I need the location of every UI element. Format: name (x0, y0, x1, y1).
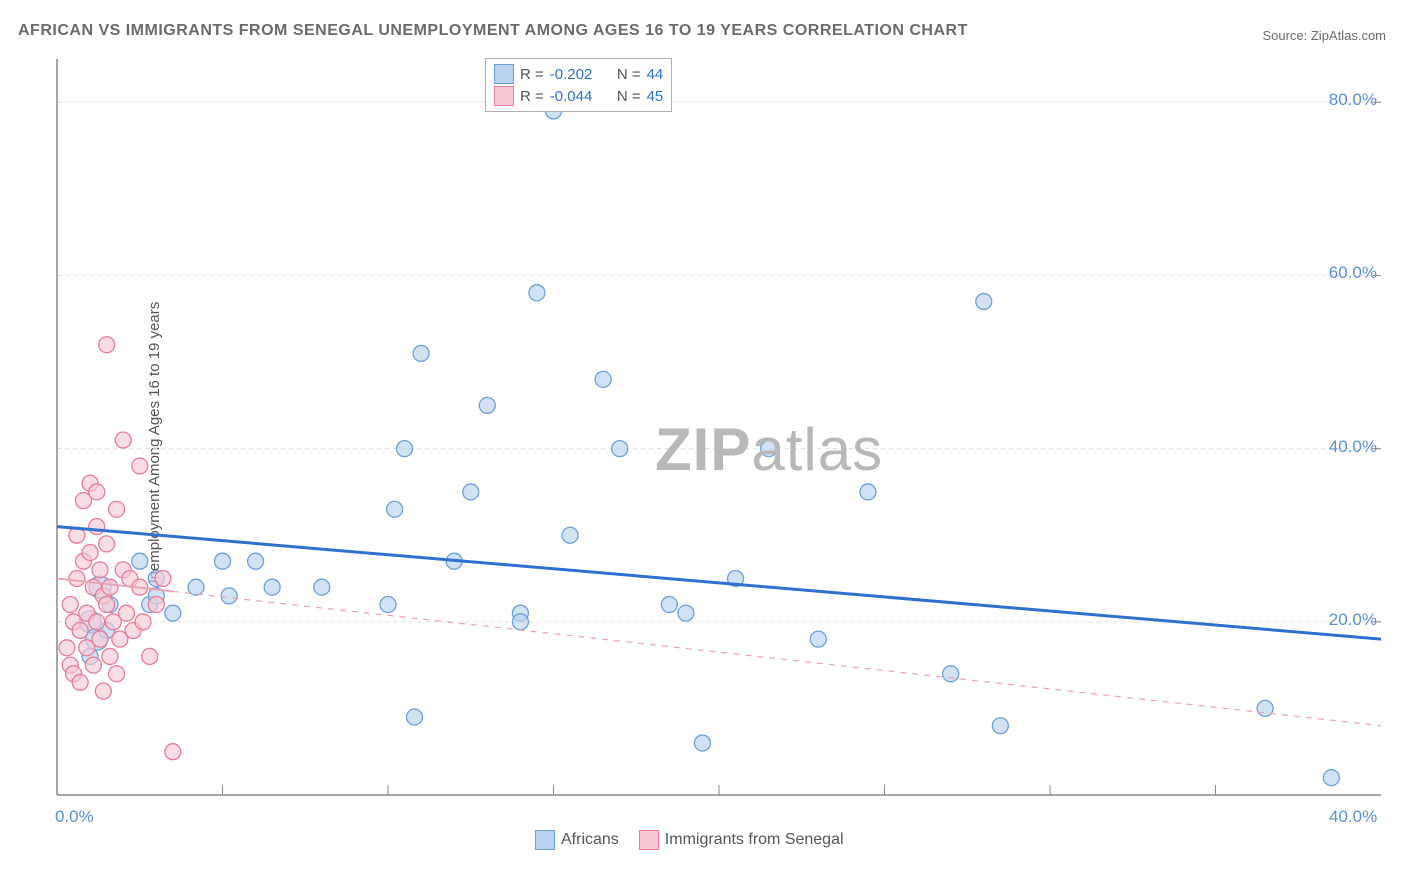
y-tick-label: 40.0% (1329, 437, 1377, 457)
y-tick-label: 60.0% (1329, 263, 1377, 283)
watermark-zip: ZIP (655, 416, 751, 483)
r-label: R = (520, 66, 544, 83)
legend-stat-row: R = -0.202 N = 44 (494, 63, 663, 85)
y-tick-label: 20.0% (1329, 610, 1377, 630)
legend-stats: R = -0.202 N = 44 R = -0.044 N = 45 (485, 58, 672, 112)
n-value: 44 (647, 66, 664, 83)
legend-item: Africans (535, 830, 619, 850)
watermark: ZIPatlas (655, 415, 883, 484)
r-value: -0.044 (550, 88, 593, 105)
x-tick-label: 0.0% (55, 807, 94, 827)
legend-swatch (494, 86, 514, 106)
legend-label: Immigrants from Senegal (665, 831, 844, 848)
x-tick-label: 40.0% (1329, 807, 1377, 827)
y-tick-label: 80.0% (1329, 90, 1377, 110)
legend-stat-row: R = -0.044 N = 45 (494, 85, 663, 107)
legend-swatch (535, 830, 555, 850)
source-label: Source: ZipAtlas.com (1262, 28, 1386, 43)
n-label: N = (617, 88, 641, 105)
legend-series: Africans Immigrants from Senegal (535, 830, 844, 850)
n-label: N = (617, 66, 641, 83)
n-value: 45 (647, 88, 664, 105)
legend-item: Immigrants from Senegal (639, 830, 844, 850)
r-value: -0.202 (550, 66, 593, 83)
watermark-atlas: atlas (751, 416, 883, 483)
scatter-plot: ZIPatlas R = -0.202 N = 44 R = -0.044 N … (55, 55, 1385, 825)
r-label: R = (520, 88, 544, 105)
legend-label: Africans (561, 831, 619, 848)
chart-title: AFRICAN VS IMMIGRANTS FROM SENEGAL UNEMP… (18, 22, 968, 40)
legend-swatch (639, 830, 659, 850)
legend-swatch (494, 64, 514, 84)
